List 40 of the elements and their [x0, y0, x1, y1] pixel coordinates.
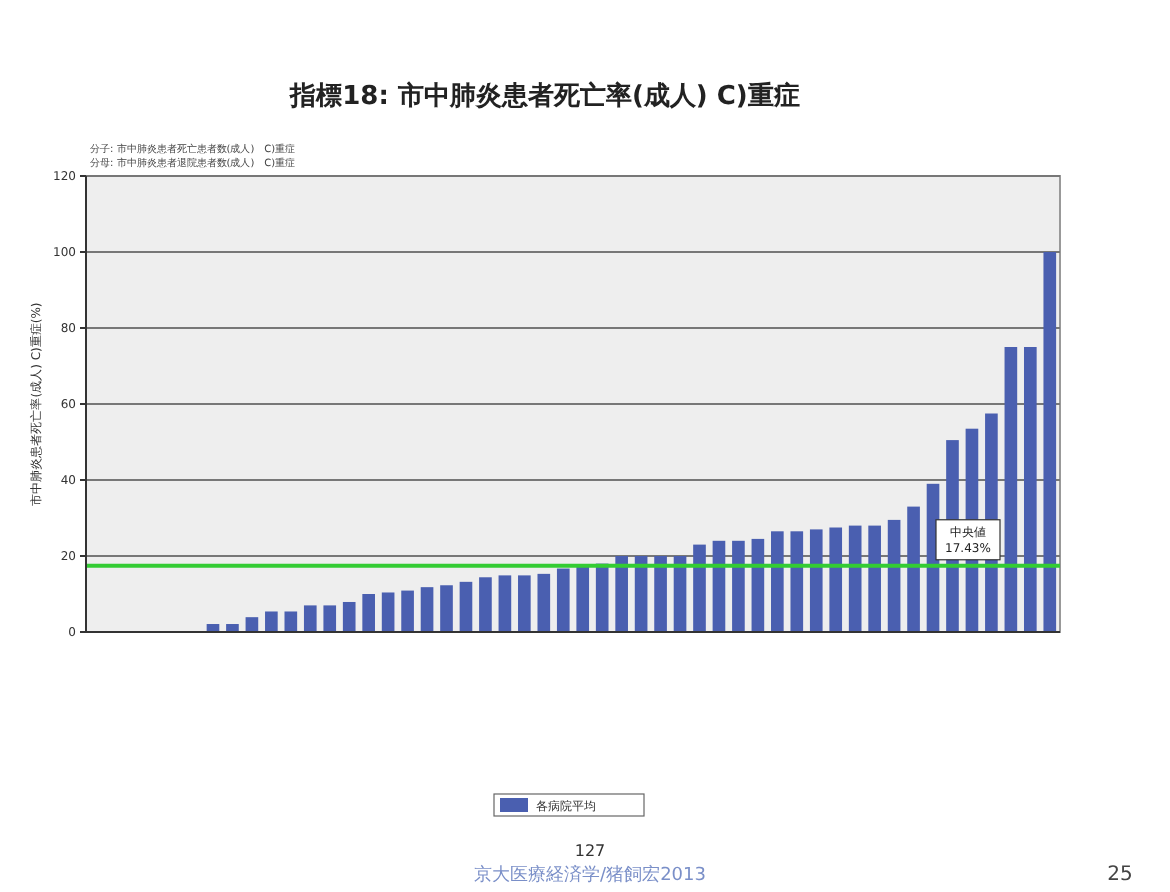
bar	[342, 601, 356, 632]
bar	[1024, 347, 1037, 632]
bar	[868, 525, 881, 632]
bar	[751, 538, 765, 632]
bar	[459, 581, 473, 632]
bar	[479, 577, 492, 632]
bar	[1043, 252, 1057, 632]
bar	[303, 605, 317, 632]
bar	[440, 585, 453, 632]
bar	[887, 519, 901, 632]
bar	[362, 594, 375, 632]
bar	[401, 590, 414, 632]
bar	[323, 605, 337, 632]
bar	[556, 568, 570, 632]
bar	[848, 525, 862, 632]
bar	[829, 527, 843, 632]
text: 京大医療経済学/猪飼宏2013	[474, 864, 706, 886]
bar	[693, 544, 706, 632]
bar	[284, 611, 298, 632]
bar	[654, 556, 667, 632]
bar	[498, 575, 512, 632]
bar	[790, 531, 804, 632]
bar	[518, 575, 531, 632]
bar	[381, 592, 395, 632]
bar	[576, 564, 590, 632]
bar	[420, 587, 434, 632]
bar	[615, 556, 628, 632]
bar	[265, 611, 278, 632]
bar	[907, 506, 920, 632]
text: 127	[574, 842, 606, 860]
bar	[809, 529, 823, 632]
bar	[595, 563, 609, 632]
bar	[732, 540, 745, 632]
chart-title: 指標18: 市中肺炎患者死亡率(成人) C)重症	[288, 80, 800, 112]
bar	[537, 573, 551, 632]
bar	[1004, 347, 1018, 632]
bar	[771, 531, 784, 632]
bar	[245, 617, 259, 632]
bar	[226, 624, 239, 632]
text: 25	[1107, 864, 1133, 886]
